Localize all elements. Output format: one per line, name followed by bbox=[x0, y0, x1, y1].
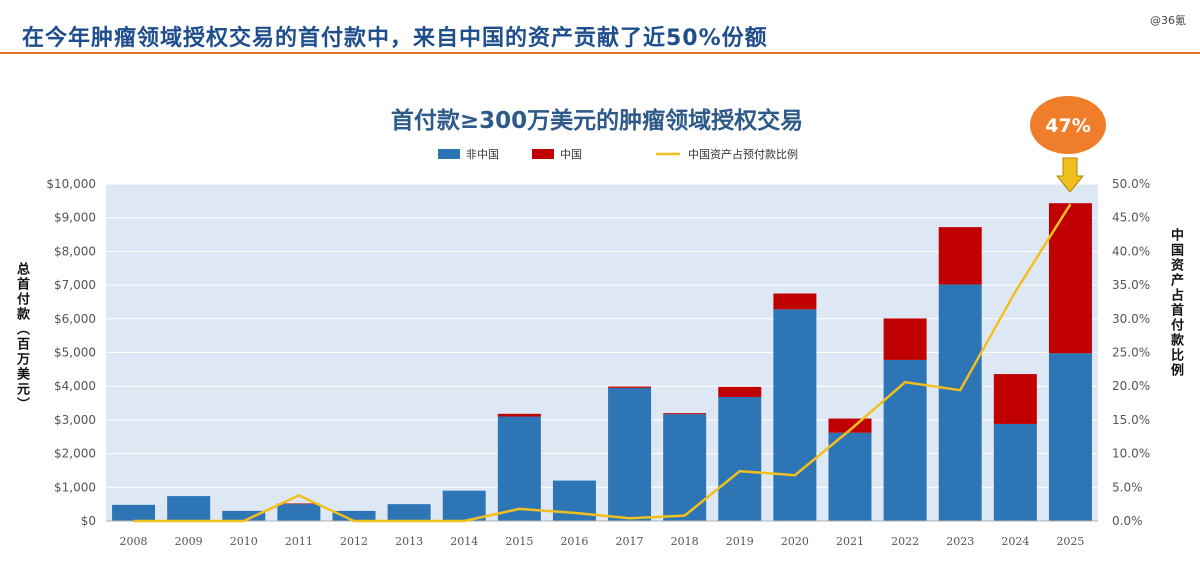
y-tick-label: $9,000 bbox=[54, 211, 96, 225]
bar-china bbox=[883, 318, 927, 360]
y2-tick-label: 45.0% bbox=[1112, 211, 1150, 225]
bar-non-china bbox=[167, 496, 211, 521]
bar-non-china bbox=[222, 510, 266, 521]
x-tick-label: 2010 bbox=[230, 535, 258, 548]
bar-non-china bbox=[828, 432, 872, 521]
watermark: @36氪 bbox=[1150, 14, 1186, 27]
x-tick-label: 2015 bbox=[505, 535, 533, 548]
x-axis-ticks: 2008 2009 2010 2011 2012 2013 2014 2015 2016 2017… bbox=[120, 535, 1085, 548]
x-tick-label: 2017 bbox=[616, 535, 644, 548]
y2-tick-label: 35.0% bbox=[1112, 278, 1150, 292]
y-axis-ticks: $0 $1,000 $2,000 $3,000 $4,000 $5,000 $6,000 $7… bbox=[46, 177, 96, 528]
y-tick-label: $6,000 bbox=[54, 312, 96, 326]
y2-tick-label: 25.0% bbox=[1112, 346, 1150, 360]
callout-label: 47% bbox=[1045, 115, 1090, 137]
bar-non-china bbox=[718, 396, 762, 521]
y2-tick-label: 0.0% bbox=[1112, 514, 1143, 528]
page-headline: 在今年肿瘤领域授权交易的首付款中，来自中国的资产贡献了近50%份额 bbox=[22, 26, 768, 51]
y-tick-label: $4,000 bbox=[54, 379, 96, 393]
y-tick-label: $5,000 bbox=[54, 346, 96, 360]
x-tick-label: 2022 bbox=[891, 535, 919, 548]
bar-non-china bbox=[112, 504, 156, 521]
callout-arrow-icon bbox=[1055, 157, 1085, 193]
y-axis-label: 总首付款（百万美元） bbox=[14, 262, 29, 412]
x-tick-label: 2011 bbox=[285, 535, 313, 548]
bar-non-china bbox=[993, 423, 1037, 521]
y2-tick-label: 10.0% bbox=[1112, 447, 1150, 461]
bar-china bbox=[608, 386, 652, 388]
legend-label-non-china: 非中国 bbox=[466, 148, 499, 161]
y2-tick-label: 15.0% bbox=[1112, 413, 1150, 427]
bar-non-china bbox=[387, 504, 431, 521]
x-tick-label: 2013 bbox=[395, 535, 423, 548]
bar-non-china bbox=[1048, 353, 1092, 521]
legend-label-ratio: 中国资产占预付款比例 bbox=[688, 147, 798, 161]
bar-non-china bbox=[938, 284, 982, 521]
callout-bubble bbox=[1030, 96, 1106, 154]
bar-china bbox=[773, 293, 817, 310]
y-tick-label: $8,000 bbox=[54, 244, 96, 258]
y-tick-label: $2,000 bbox=[54, 447, 96, 461]
x-tick-label: 2009 bbox=[175, 535, 203, 548]
bar-non-china bbox=[442, 490, 486, 521]
bar-china bbox=[663, 413, 707, 415]
headline-divider bbox=[0, 52, 1200, 54]
legend: 非中国 中国 中国资产占预付款比例 bbox=[438, 147, 798, 161]
bar-china bbox=[993, 374, 1037, 424]
bar-non-china bbox=[497, 416, 541, 521]
bar-china bbox=[938, 227, 982, 285]
legend-swatch-china bbox=[532, 149, 554, 159]
bar-non-china bbox=[277, 504, 321, 521]
x-tick-label: 2025 bbox=[1056, 535, 1084, 548]
x-tick-label: 2024 bbox=[1001, 535, 1029, 548]
bar-non-china bbox=[608, 387, 652, 521]
x-tick-label: 2020 bbox=[781, 535, 809, 548]
callout: 47% bbox=[1030, 96, 1106, 193]
x-tick-label: 2018 bbox=[671, 535, 699, 548]
x-tick-label: 2014 bbox=[450, 535, 478, 548]
y2-tick-label: 40.0% bbox=[1112, 244, 1150, 258]
x-tick-label: 2012 bbox=[340, 535, 368, 548]
legend-label-china: 中国 bbox=[560, 148, 582, 161]
ratio-line bbox=[133, 203, 1072, 523]
y2-tick-label: 30.0% bbox=[1112, 312, 1150, 326]
y2-tick-label: 20.0% bbox=[1112, 379, 1150, 393]
bar-non-china bbox=[883, 359, 927, 521]
x-tick-label: 2019 bbox=[726, 535, 754, 548]
bar-non-china bbox=[773, 309, 817, 521]
y2-tick-label: 50.0% bbox=[1112, 177, 1150, 191]
y2-axis-label: 中国资产占首付款比例 bbox=[1168, 228, 1183, 378]
x-tick-label: 2016 bbox=[560, 535, 588, 548]
x-tick-label: 2008 bbox=[120, 535, 148, 548]
legend-swatch-non-china bbox=[438, 149, 460, 159]
y2-tick-label: 5.0% bbox=[1112, 480, 1143, 494]
bars bbox=[112, 203, 1092, 521]
y-tick-label: $7,000 bbox=[54, 278, 96, 292]
y-tick-label: $1,000 bbox=[54, 480, 96, 494]
chart-title: 首付款≥300万美元的肿瘤领域授权交易 bbox=[391, 107, 803, 134]
y-tick-label: $10,000 bbox=[46, 177, 96, 191]
y2-axis-ticks: 0.0% 5.0% 10.0% 15.0% 20.0% 25.0% 30.0% 35.0% 40… bbox=[1112, 177, 1150, 528]
y-tick-label: $0 bbox=[81, 514, 96, 528]
bar-china bbox=[497, 413, 541, 417]
bar-non-china bbox=[332, 510, 376, 521]
bar-china bbox=[277, 503, 321, 505]
x-tick-label: 2021 bbox=[836, 535, 864, 548]
x-tick-label: 2023 bbox=[946, 535, 974, 548]
bar-china bbox=[718, 386, 762, 397]
y-tick-label: $3,000 bbox=[54, 413, 96, 427]
